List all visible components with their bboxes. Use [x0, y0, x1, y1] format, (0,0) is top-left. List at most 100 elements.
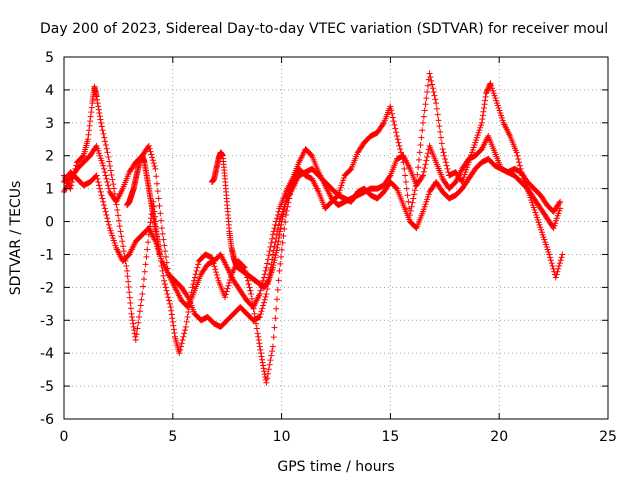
points — [61, 70, 566, 386]
data-point — [390, 118, 397, 125]
data-point — [95, 103, 102, 110]
data-point — [105, 182, 112, 189]
data-point — [260, 365, 267, 372]
data-point — [158, 225, 165, 232]
data-point — [417, 142, 424, 149]
x-axis-label: GPS time / hours — [277, 459, 394, 475]
data-point — [479, 116, 486, 123]
data-point — [265, 366, 272, 373]
data-point — [555, 265, 562, 272]
data-point — [421, 165, 428, 172]
data-point — [557, 205, 564, 212]
data-point — [405, 198, 412, 205]
data-point — [389, 110, 396, 117]
data-point — [119, 238, 126, 245]
data-point — [251, 310, 258, 317]
data-point — [380, 121, 387, 128]
data-point — [129, 317, 136, 324]
data-point — [430, 88, 437, 95]
data-point — [387, 103, 394, 110]
data-point — [214, 274, 221, 281]
data-point — [260, 277, 267, 284]
data-point — [274, 241, 281, 248]
data-point — [166, 300, 173, 307]
data-point — [118, 233, 125, 240]
data-point — [280, 232, 287, 239]
data-point — [94, 100, 101, 107]
data-point — [169, 315, 176, 322]
data-point — [255, 333, 262, 340]
data-point — [100, 162, 107, 169]
data-point — [107, 167, 114, 174]
data-point — [170, 322, 177, 329]
y-tick-label: 5 — [45, 50, 54, 66]
data-point — [183, 318, 190, 325]
data-point — [553, 271, 560, 278]
data-point — [136, 308, 143, 315]
data-point — [244, 277, 251, 284]
y-tick-label: 4 — [45, 83, 54, 99]
data-point — [272, 221, 279, 228]
data-point — [106, 163, 113, 170]
data-point — [260, 302, 267, 309]
data-point — [266, 361, 273, 368]
data-point — [103, 175, 110, 182]
data-point — [416, 149, 423, 156]
data-point — [139, 290, 146, 297]
x-tick-label: 20 — [490, 429, 508, 445]
data-point — [437, 128, 444, 135]
data-point — [86, 122, 93, 129]
data-point — [102, 172, 109, 179]
data-point — [103, 211, 110, 218]
data-point — [411, 187, 418, 194]
y-tick-label: 1 — [45, 182, 54, 198]
data-point — [99, 127, 106, 134]
data-point — [273, 305, 280, 312]
data-point — [96, 113, 103, 120]
data-point — [395, 139, 402, 146]
data-point — [269, 235, 276, 242]
data-point — [93, 172, 100, 179]
data-point — [274, 244, 281, 251]
data-point — [88, 109, 95, 116]
data-point — [169, 318, 176, 325]
data-point — [424, 82, 431, 89]
data-point — [257, 287, 264, 294]
data-point — [84, 136, 91, 143]
data-point — [248, 290, 255, 297]
data-point — [163, 253, 169, 260]
data-point — [259, 356, 266, 363]
data-point — [276, 267, 283, 274]
data-point — [420, 119, 427, 126]
data-point — [161, 277, 168, 284]
data-point — [273, 296, 280, 303]
data-point — [96, 109, 103, 116]
data-point — [248, 295, 255, 302]
data-point — [147, 148, 154, 155]
data-point — [147, 219, 154, 226]
data-point — [98, 192, 105, 199]
data-point — [557, 257, 564, 264]
data-point — [158, 217, 165, 224]
data-point — [386, 173, 393, 180]
data-point — [258, 308, 265, 315]
data-point — [184, 293, 191, 300]
data-point — [149, 157, 156, 164]
data-point — [167, 304, 174, 311]
data-point — [404, 192, 411, 199]
data-point — [255, 337, 262, 344]
data-point — [102, 138, 109, 145]
data-point — [295, 170, 302, 177]
data-point — [273, 215, 280, 222]
data-point — [438, 140, 445, 147]
data-point — [142, 261, 149, 268]
data-point — [478, 119, 485, 126]
data-point — [225, 282, 232, 289]
data-point — [160, 272, 167, 279]
data-point — [161, 242, 168, 249]
data-point — [268, 352, 275, 359]
data-point — [223, 288, 230, 295]
data-point — [110, 181, 117, 188]
data-point — [557, 198, 564, 205]
data-point — [102, 208, 109, 215]
